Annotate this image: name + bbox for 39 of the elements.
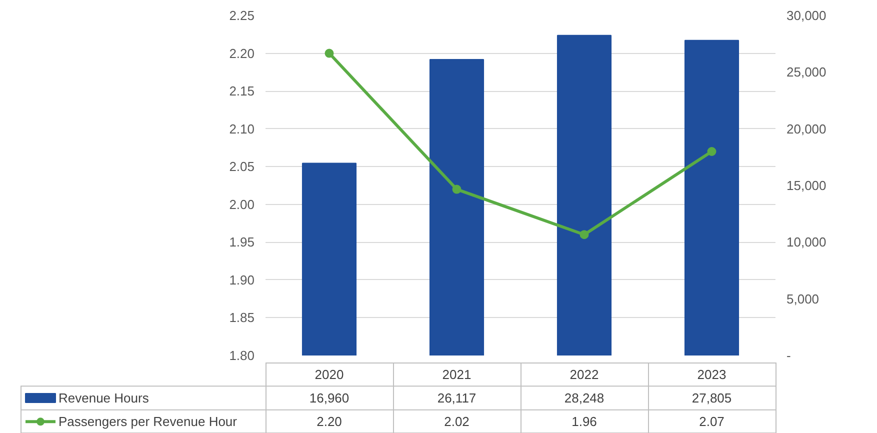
bar [684, 40, 740, 356]
x-tick-label: 2022 [570, 366, 599, 382]
bar [302, 162, 357, 356]
point [580, 230, 589, 240]
y-tick-label: 2.25 [229, 8, 255, 23]
point [324, 48, 334, 58]
y-tick-label: 1.90 [229, 272, 255, 288]
y-tick-label: 1.85 [229, 310, 255, 326]
data-label: 16,960 [309, 390, 350, 406]
y-tick-label: 1.95 [229, 234, 255, 250]
data-label: 1.96 [572, 414, 597, 430]
y-tick-label: 2.15 [229, 84, 255, 99]
point [707, 147, 716, 156]
y2-tick-label: 25,000 [786, 64, 826, 80]
legend-label: Passengers per Revenue Hour [58, 414, 238, 430]
data-label: 27,805 [692, 390, 732, 406]
bar [556, 34, 612, 356]
data-label: 2.20 [316, 414, 342, 430]
data-label: 28,248 [564, 390, 604, 406]
y-tick-label: 2.05 [229, 159, 255, 174]
y-tick-label: 2.10 [229, 121, 255, 136]
y2-tick-label: 10,000 [786, 234, 826, 250]
data-label: 2.02 [444, 414, 470, 430]
x-tick-label: 2023 [697, 366, 726, 382]
data-label: 2.07 [699, 414, 724, 430]
y2-tick-label: 5,000 [786, 291, 820, 306]
data-label: 26,117 [437, 390, 476, 406]
y-tick-label: 1.80 [229, 348, 255, 363]
y2-tick-label: 30,000 [786, 8, 826, 23]
y2-tick-label: 15,000 [786, 178, 826, 193]
point [452, 184, 462, 194]
legend-label: Revenue Hours [58, 390, 150, 406]
bar [429, 59, 484, 356]
y2-tick-label: - [786, 348, 791, 363]
x-tick-label: 2020 [314, 366, 344, 382]
x-tick-label: 2021 [442, 366, 472, 382]
y2-tick-label: 20,000 [786, 121, 826, 136]
y-tick-label: 2.20 [229, 46, 255, 61]
y-tick-label: 2.00 [229, 196, 255, 212]
